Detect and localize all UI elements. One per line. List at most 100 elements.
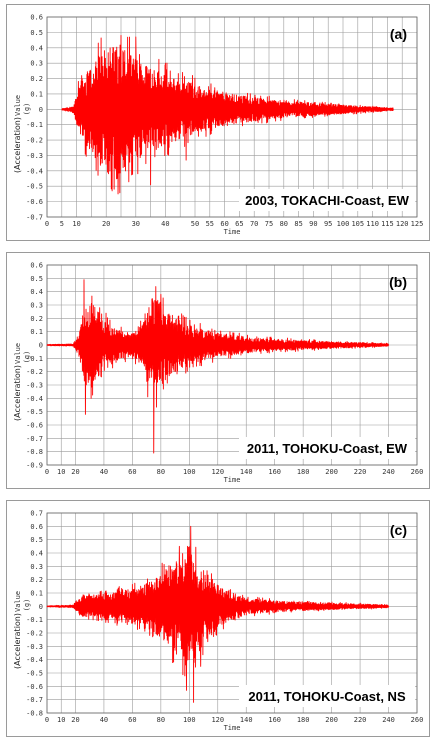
x-tick-label: 70 [250, 220, 258, 228]
y-tick-label: -0.2 [26, 137, 43, 145]
chart-svg-c: 0 10 20 40 60 80 100 120 140 160 180 200 220 240 260 0.… [13, 510, 424, 733]
x-tick-label: 120 [396, 220, 409, 228]
plot-frame-c [46, 512, 418, 714]
y-tick-label: 0.4 [30, 288, 43, 296]
x-tick-label: 10 [57, 716, 65, 724]
y-tick-label: 0.1 [30, 328, 43, 336]
x-tick-label: 10 [57, 468, 65, 476]
x-tick-label: 0 [45, 716, 49, 724]
y-axis-label-group: (Acceleration)Value (g) [13, 591, 31, 669]
x-tick-label: 140 [240, 468, 253, 476]
y-axis-label: (Acceleration) [13, 613, 22, 669]
y-axis-label-group: (Acceleration)Value (g) [13, 343, 31, 421]
x-tick-label: 40 [100, 468, 108, 476]
x-tick-label: 220 [354, 468, 367, 476]
y-tick-label: 0.3 [30, 60, 43, 68]
x-tick-label: 100 [337, 220, 350, 228]
y-tick-label: -0.8 [26, 448, 43, 456]
x-tick-label: 20 [102, 220, 110, 228]
y-tick-label: -0.5 [26, 670, 43, 678]
x-tick-label: 260 [411, 716, 424, 724]
y-tick-label: -0.3 [26, 643, 43, 651]
x-tick-label: 60 [128, 468, 136, 476]
chart-panel-c: 0 10 20 40 60 80 100 120 140 160 180 200 220 240 260 0.… [6, 500, 430, 737]
y-tick-label: 0.4 [30, 44, 43, 52]
x-tick-label: 50 [191, 220, 199, 228]
y-tick-label: -0.5 [26, 408, 43, 416]
y-tick-label: -0.7 [26, 696, 43, 704]
y-axis-label: (Acceleration) [13, 117, 22, 173]
y-tick-label: -0.6 [26, 683, 43, 691]
y-tick-label: -0.2 [26, 368, 43, 376]
y-tick-label: -0.7 [26, 214, 43, 222]
x-tick-label: 30 [132, 220, 140, 228]
title-box-a [239, 189, 415, 211]
x-tick-label: 80 [280, 220, 288, 228]
x-tick-label: 220 [354, 716, 367, 724]
y-tick-label: 0.6 [30, 14, 43, 22]
x-tick-label: 120 [211, 716, 224, 724]
x-tick-label: 90 [309, 220, 317, 228]
series-line-c [46, 525, 389, 703]
y-tick-label: 0.1 [30, 90, 43, 98]
chart-title-a: 2003, TOKACHI-Coast, EW [245, 193, 409, 208]
y-tick-label: 0.2 [30, 75, 43, 83]
series-line-a [61, 35, 394, 195]
y-tick-label: -0.4 [26, 167, 43, 175]
x-tick-label: 0 [45, 220, 49, 228]
x-tick-label: 20 [71, 716, 79, 724]
y-axis-unit: Value [14, 95, 22, 116]
y-axis-unit: Value [14, 343, 22, 364]
x-tick-label: 75 [265, 220, 273, 228]
x-tick-label: 120 [211, 468, 224, 476]
x-tick-label: 260 [411, 468, 424, 476]
x-tick-label: 40 [100, 716, 108, 724]
panel-label-b: (b) [389, 274, 407, 290]
x-tick-label: 240 [382, 468, 395, 476]
x-tick-label: 110 [366, 220, 379, 228]
y-tick-label: 0 [39, 342, 43, 350]
chart-panel-a: 0 5 10 20 30 40 50 55 60 65 70 75 80 85 90 95 100 105 110 1… [6, 4, 430, 241]
y-tick-label: 0.6 [30, 262, 43, 270]
y-tick-label: -0.1 [26, 616, 43, 624]
y-tick-label: -0.9 [26, 462, 43, 470]
y-tick-label: -0.2 [26, 630, 43, 638]
x-tick-label: 200 [325, 716, 338, 724]
x-tick-label: 60 [220, 220, 228, 228]
y-tick-label: -0.3 [26, 152, 43, 160]
y-axis-label-group: (Acceleration)Value (g) [13, 95, 31, 173]
x-axis-label: Time [224, 228, 241, 236]
x-tick-label: 55 [206, 220, 214, 228]
y-tick-label: -0.3 [26, 382, 43, 390]
x-tick-label: 10 [72, 220, 80, 228]
y-tick-label: 0.3 [30, 302, 43, 310]
x-tick-label: 80 [157, 716, 165, 724]
y-tick-label: 0.5 [30, 536, 43, 544]
x-tick-label: 180 [297, 716, 310, 724]
x-tick-label: 40 [161, 220, 169, 228]
plot-frame-b [46, 264, 418, 466]
x-tick-label: 100 [183, 716, 196, 724]
y-tick-label: -0.7 [26, 435, 43, 443]
y-axis-unit: Value [14, 591, 22, 612]
x-tick-label: 240 [382, 716, 395, 724]
x-tick-label: 20 [71, 468, 79, 476]
y-tick-label: 0.1 [30, 590, 43, 598]
y-tick-label: -0.8 [26, 710, 43, 718]
x-axis-label: Time [224, 724, 241, 732]
y-tick-label: 0.2 [30, 315, 43, 323]
y-tick-label: 0 [39, 603, 43, 611]
y-tick-label: -0.4 [26, 395, 43, 403]
x-tick-label: 95 [324, 220, 332, 228]
y-tick-label: 0.3 [30, 563, 43, 571]
y-axis-sub: (g) [23, 103, 31, 116]
series-line-b [46, 279, 389, 454]
plot-frame-a [46, 16, 418, 218]
y-tick-label: 0.2 [30, 576, 43, 584]
chart-title-b: 2011, TOHOKU-Coast, EW [247, 441, 408, 456]
y-tick-label: 0.6 [30, 523, 43, 531]
x-tick-label: 65 [235, 220, 243, 228]
y-axis-label: (Acceleration) [13, 365, 22, 421]
plot-area-b [47, 265, 417, 465]
y-tick-label: -0.6 [26, 422, 43, 430]
